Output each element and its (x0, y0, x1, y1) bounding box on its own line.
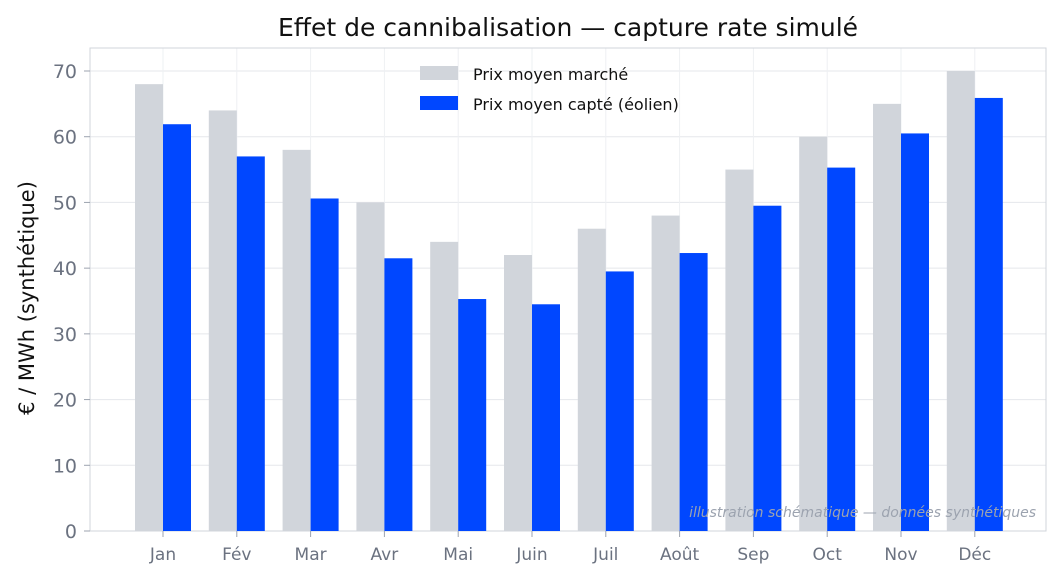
y-tick-label: 70 (53, 61, 77, 83)
bar-captured (384, 258, 413, 531)
x-tick-label: Juil (592, 545, 618, 565)
bar-market (356, 202, 385, 531)
x-tick-label: Jan (149, 545, 176, 565)
x-tick-label: Mai (443, 545, 473, 565)
bar-market (577, 228, 606, 531)
bar-captured (901, 133, 929, 531)
bar-captured (753, 205, 782, 531)
legend-swatch (420, 96, 458, 110)
bars (135, 71, 1003, 532)
bar-market (430, 241, 459, 531)
x-ticks: Jan Fév Mar Avr Mai Juin Juil Août Sep Oct Nov Déc (149, 531, 991, 565)
bar-captured (827, 167, 856, 531)
bar-captured (310, 198, 339, 531)
bar-market (799, 136, 828, 531)
y-tick-label: 40 (53, 258, 77, 280)
bar-captured (605, 271, 634, 531)
x-tick-label: Fév (222, 545, 251, 565)
x-tick-label: Août (660, 545, 700, 565)
y-tick-label: 10 (53, 455, 77, 477)
x-tick-label: Avr (371, 545, 399, 565)
bar-market (651, 215, 680, 532)
y-tick-label: 20 (53, 390, 77, 412)
bar-market (873, 103, 901, 531)
x-tick-label: Mar (295, 545, 327, 565)
bar-market (135, 84, 163, 532)
x-tick-label: Juin (515, 545, 547, 565)
bar-captured (532, 304, 560, 531)
y-axis-label: € / MWh (synthétique) (15, 181, 39, 415)
bar-captured (458, 299, 487, 531)
x-tick-label: Nov (884, 545, 917, 565)
legend-label: Prix moyen marché (473, 65, 628, 84)
bar-market (282, 149, 311, 531)
bar-captured (974, 97, 1003, 531)
legend-label: Prix moyen capté (éolien) (473, 95, 679, 114)
y-tick-label: 30 (53, 324, 77, 346)
bar-market (946, 71, 975, 531)
legend-swatch (420, 66, 458, 80)
x-tick-label: Déc (958, 545, 991, 565)
bar-market (504, 255, 532, 531)
chart-title: Effet de cannibalisation — capture rate … (278, 13, 858, 42)
x-tick-label: Sep (737, 545, 769, 565)
bar-market (725, 169, 754, 532)
plot-frame (89, 47, 1047, 532)
y-ticks: 0 10 20 30 40 50 60 70 (53, 61, 90, 543)
y-tick-label: 60 (53, 127, 77, 149)
watermark-annotation: illustration schématique — données synth… (689, 505, 1036, 521)
bar-captured (236, 156, 265, 531)
bar-captured (163, 124, 191, 531)
bar-captured (679, 253, 708, 531)
x-tick-label: Oct (812, 545, 842, 565)
legend: Prix moyen marché Prix moyen capté (éolie… (420, 65, 679, 114)
y-tick-label: 50 (53, 192, 77, 214)
y-tick-label: 0 (65, 521, 77, 543)
bar-market (208, 110, 237, 531)
